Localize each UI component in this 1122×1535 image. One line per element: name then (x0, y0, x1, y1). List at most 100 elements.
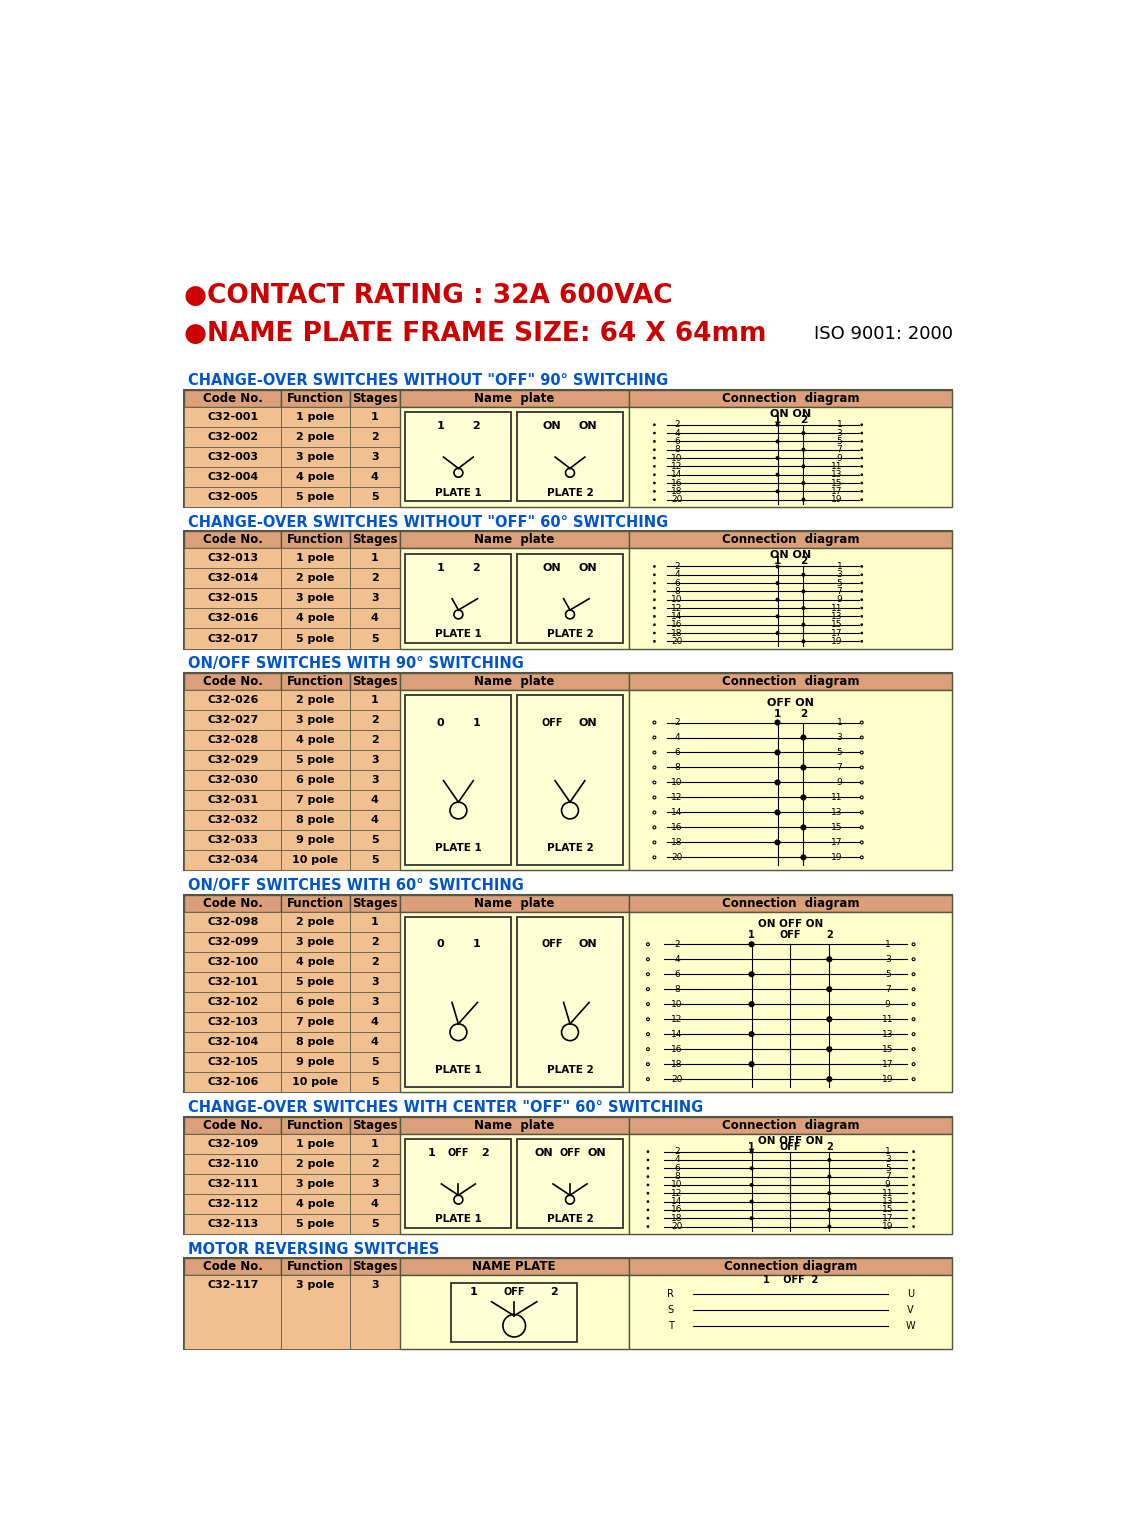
Bar (282, 467, 349, 487)
Bar (399, 1134, 628, 1234)
Text: 1: 1 (370, 554, 378, 563)
Text: 5: 5 (371, 491, 378, 502)
Text: 1: 1 (470, 1288, 478, 1297)
Bar (184, 932, 282, 952)
Text: S: S (668, 1305, 673, 1315)
Bar (184, 1276, 282, 1349)
Text: PLATE 1: PLATE 1 (435, 1214, 481, 1225)
Text: 14: 14 (671, 470, 683, 479)
Text: 1: 1 (370, 916, 378, 927)
Text: 1: 1 (774, 709, 781, 718)
Bar (282, 548, 349, 568)
Bar (184, 487, 282, 507)
Bar (184, 731, 282, 751)
Bar (349, 1276, 399, 1349)
Bar (184, 830, 282, 850)
Bar (282, 972, 349, 992)
Circle shape (749, 1062, 754, 1067)
Bar (282, 588, 349, 608)
Bar (349, 912, 399, 932)
Text: 18: 18 (671, 1214, 683, 1223)
Text: 9: 9 (885, 999, 891, 1008)
Circle shape (802, 465, 804, 468)
Circle shape (828, 1193, 830, 1194)
Bar (349, 568, 399, 588)
Circle shape (776, 424, 779, 427)
Text: C32-113: C32-113 (208, 1219, 258, 1228)
Text: 4: 4 (674, 428, 680, 437)
Text: C32-016: C32-016 (208, 614, 258, 623)
Text: 2: 2 (674, 562, 680, 571)
Text: 11: 11 (830, 794, 843, 801)
Bar (282, 1032, 349, 1051)
Text: Connection  diagram: Connection diagram (721, 896, 859, 910)
Text: 9: 9 (885, 1180, 891, 1190)
Text: 2: 2 (674, 421, 680, 430)
Text: 7: 7 (885, 1173, 891, 1180)
Text: 3 pole: 3 pole (296, 1179, 334, 1188)
Bar (628, 1116, 953, 1134)
Text: 1: 1 (748, 930, 755, 941)
Text: Stages: Stages (352, 1260, 397, 1274)
Bar (349, 952, 399, 972)
Text: 1: 1 (774, 556, 781, 566)
Bar (282, 447, 349, 467)
Bar (349, 895, 399, 912)
Text: 3: 3 (371, 1179, 378, 1188)
Text: 12: 12 (671, 462, 683, 471)
Text: 10 pole: 10 pole (293, 1078, 339, 1087)
Text: 4: 4 (370, 795, 378, 806)
Text: 2: 2 (370, 956, 378, 967)
Circle shape (776, 582, 779, 585)
Text: Stages: Stages (352, 534, 397, 546)
Text: 2 pole: 2 pole (296, 916, 334, 927)
Bar (282, 1214, 349, 1234)
Text: C32-112: C32-112 (208, 1199, 258, 1208)
Text: 13: 13 (882, 1197, 893, 1207)
Bar (349, 1116, 399, 1134)
Text: 14: 14 (671, 1197, 683, 1207)
Circle shape (776, 490, 779, 493)
Text: 5: 5 (837, 748, 843, 757)
Text: 4: 4 (370, 471, 378, 482)
Circle shape (828, 1176, 830, 1177)
Text: 2 pole: 2 pole (296, 431, 334, 442)
Bar (628, 390, 953, 407)
Circle shape (802, 606, 804, 609)
Bar (184, 1032, 282, 1051)
Text: 8 pole: 8 pole (296, 1038, 334, 1047)
Text: 6: 6 (674, 437, 680, 445)
Text: 2: 2 (370, 936, 378, 947)
Text: 5: 5 (371, 855, 378, 866)
Text: 10: 10 (671, 596, 683, 605)
Bar (282, 691, 349, 711)
Text: 1 pole: 1 pole (296, 1139, 334, 1148)
Text: 1: 1 (370, 411, 378, 422)
Text: 0: 0 (436, 717, 444, 728)
Text: 9: 9 (837, 596, 843, 605)
Text: OFF: OFF (504, 1288, 525, 1297)
Text: Connection  diagram: Connection diagram (721, 1119, 859, 1131)
Text: C32-111: C32-111 (208, 1179, 258, 1188)
Text: 15: 15 (830, 479, 843, 488)
Text: PLATE 1: PLATE 1 (435, 629, 481, 639)
Text: 1    OFF  2: 1 OFF 2 (763, 1276, 818, 1285)
Text: CHANGE-OVER SWITCHES WITH CENTER "OFF" 60° SWITCHING: CHANGE-OVER SWITCHES WITH CENTER "OFF" 6… (187, 1101, 702, 1114)
Bar (282, 1051, 349, 1071)
Bar (184, 895, 953, 1091)
Text: 20: 20 (671, 853, 683, 861)
Text: Name  plate: Name plate (473, 391, 554, 405)
Text: C32-027: C32-027 (208, 715, 258, 725)
Bar (405, 411, 512, 502)
Bar (184, 674, 282, 691)
Text: 13: 13 (830, 807, 843, 817)
Text: 2: 2 (800, 556, 807, 566)
Bar (517, 554, 623, 643)
Bar (184, 1259, 282, 1276)
Bar (184, 972, 282, 992)
Text: NAME PLATE: NAME PLATE (472, 1260, 555, 1274)
Text: 1: 1 (472, 939, 480, 949)
Text: Code No.: Code No. (203, 534, 263, 546)
Text: 2: 2 (370, 735, 378, 744)
Text: 1: 1 (436, 422, 444, 431)
